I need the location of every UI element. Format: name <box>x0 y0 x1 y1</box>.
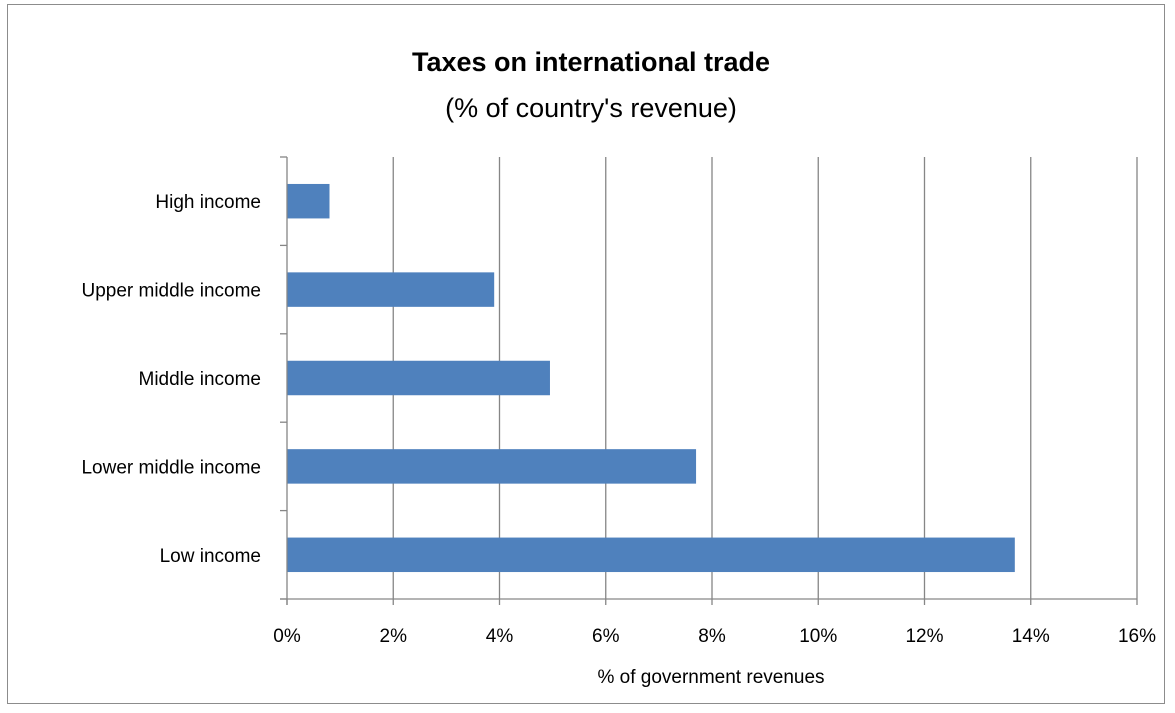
axes <box>280 156 1138 605</box>
bar <box>287 183 330 219</box>
x-tick-label: 12% <box>905 626 943 647</box>
bar <box>287 360 550 396</box>
chart-subtitle: (% of country's revenue) <box>445 93 737 123</box>
bar <box>287 272 495 307</box>
x-tick-label: 14% <box>1012 626 1050 647</box>
x-tick-label: 0% <box>273 626 301 647</box>
chart: Taxes on international trade (% of count… <box>81 47 1156 688</box>
x-tick-label: 16% <box>1118 626 1156 647</box>
bars <box>287 183 1015 573</box>
x-tick-label: 6% <box>592 626 620 647</box>
chart-frame: Taxes on international trade (% of count… <box>7 4 1165 704</box>
x-axis-title: % of government revenues <box>597 667 824 688</box>
category-label: Middle income <box>139 369 262 390</box>
labels: 0% 2% 4% 6% 8% 10% 12% 14% 16% High income Upper m… <box>81 192 1156 647</box>
x-tick-label: 4% <box>486 626 514 647</box>
x-tick-label: 10% <box>799 626 837 647</box>
x-tick-label: 8% <box>698 626 726 647</box>
category-label: Low income <box>160 546 261 567</box>
category-label: Lower middle income <box>81 457 261 478</box>
bar <box>287 537 1015 573</box>
bar <box>287 449 697 484</box>
chart-title: Taxes on international trade <box>412 47 770 77</box>
category-label: Upper middle income <box>81 281 261 302</box>
x-tick-label: 2% <box>380 626 408 647</box>
category-label: High income <box>155 192 261 213</box>
gridlines <box>392 157 1138 599</box>
